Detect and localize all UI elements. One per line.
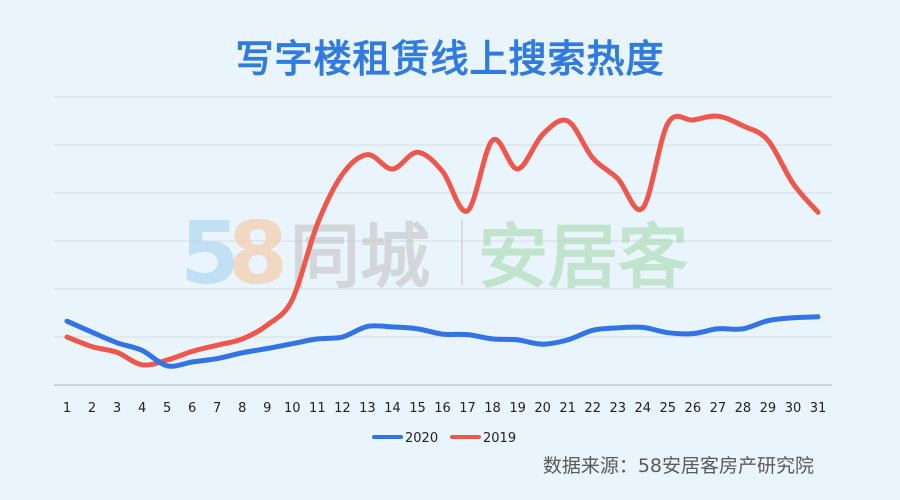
x-tick-label: 25 — [660, 401, 677, 416]
x-tick-label: 5 — [163, 401, 171, 416]
x-tick-label: 26 — [685, 401, 702, 416]
x-tick-label: 6 — [188, 401, 196, 416]
x-tick-label: 13 — [359, 401, 376, 416]
watermark-brand-anjuke: 安居客 — [478, 216, 688, 298]
x-tick-label: 15 — [409, 401, 426, 416]
x-tick-label: 3 — [113, 401, 121, 416]
series-lines — [64, 113, 821, 369]
x-tick-label: 16 — [434, 401, 451, 416]
x-axis: 1 2 3 4 5 6 7 8 9 10 11 12 13 14 15 16 17 18 19 20 21 22 23 24 2… — [54, 384, 832, 416]
x-tick-label: 18 — [484, 401, 501, 416]
legend-label-2020: 2020 — [405, 431, 438, 446]
x-tick-label: 9 — [263, 401, 271, 416]
series-line-2020 — [64, 314, 821, 369]
x-tick-label: 22 — [584, 401, 601, 416]
x-tick-label: 2 — [88, 401, 96, 416]
watermark-numeral-5: 5 — [180, 204, 240, 304]
x-tick-label: 31 — [810, 401, 827, 416]
series-line-2019 — [64, 113, 821, 368]
x-tick-label: 14 — [384, 401, 401, 416]
x-tick-label: 29 — [760, 401, 777, 416]
x-tick-label: 4 — [138, 401, 146, 416]
x-tick-label: 10 — [284, 401, 301, 416]
watermark-numeral-8: 8 — [228, 204, 288, 304]
x-tick-label: 20 — [534, 401, 551, 416]
source-note: 数据来源：58安居客房产研究院 — [542, 455, 814, 477]
x-tick-label: 1 — [63, 401, 71, 416]
x-tick-label: 8 — [238, 401, 246, 416]
x-tick-label: 17 — [459, 401, 476, 416]
x-tick-label: 27 — [710, 401, 727, 416]
x-tick-label: 24 — [634, 401, 651, 416]
gridlines — [54, 96, 832, 338]
x-tick-label: 21 — [559, 401, 576, 416]
chart-title: 写字楼租赁线上搜索热度 — [235, 37, 665, 81]
x-tick-label: 30 — [785, 401, 802, 416]
legend-label-2019: 2019 — [483, 431, 516, 446]
x-tick-label: 12 — [334, 401, 351, 416]
x-tick-label: 11 — [309, 401, 326, 416]
x-tick-label: 19 — [509, 401, 526, 416]
watermark-logo: 5 8 同城 安居客 — [180, 204, 688, 304]
watermark-brand-tongcheng: 同城 — [290, 216, 430, 298]
x-tick-label: 23 — [609, 401, 626, 416]
x-tick-label: 28 — [735, 401, 752, 416]
legend: 2020 2019 — [372, 431, 516, 446]
x-tick-label: 7 — [213, 401, 221, 416]
